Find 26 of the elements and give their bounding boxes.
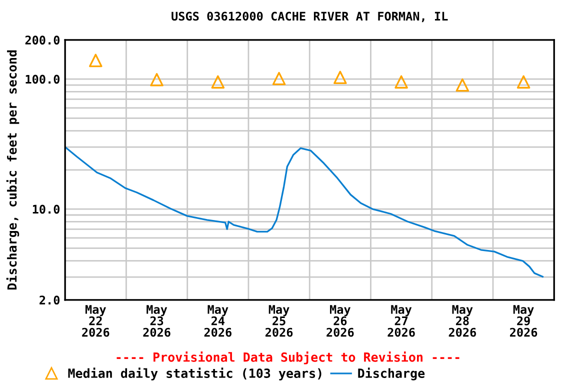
y-tick-label: 200.0	[25, 36, 60, 45]
x-tick-label: May 24 2026	[204, 305, 232, 337]
y-tick-label: 100.0	[26, 74, 60, 84]
x-tick-label: May 29 2026	[510, 305, 538, 337]
x-tick-label: May 26 2026	[326, 305, 354, 337]
point	[211, 75, 225, 89]
point	[150, 72, 164, 86]
x-tick-label: May 22 2026	[82, 305, 110, 337]
point	[456, 78, 470, 92]
point	[272, 72, 286, 86]
x-tick-label: May 28 2026	[448, 305, 476, 337]
x-tick-label: May 27 2026	[388, 305, 415, 337]
legend-label: Discharge	[358, 368, 425, 380]
line-series	[65, 146, 544, 278]
y-tick-label: 10.0	[32, 204, 60, 214]
point	[89, 54, 102, 68]
legend-label: Median daily statistic (103 years)	[68, 368, 322, 380]
point	[334, 70, 347, 84]
chart-title: USGS 03612000 CACHE RIVER AT FORMAN, IL	[172, 12, 448, 22]
y-tick-label: 2.0	[40, 296, 60, 305]
y-axis-title: Discharge, cubic feet per second	[6, 50, 20, 290]
x-tick-label: May 25 2026	[265, 305, 293, 337]
point	[394, 75, 408, 89]
x-tick-label: May 23 2026	[143, 305, 170, 337]
point	[516, 75, 530, 89]
text: ---- Provisional Data Subject to Revision ----	[116, 352, 460, 364]
